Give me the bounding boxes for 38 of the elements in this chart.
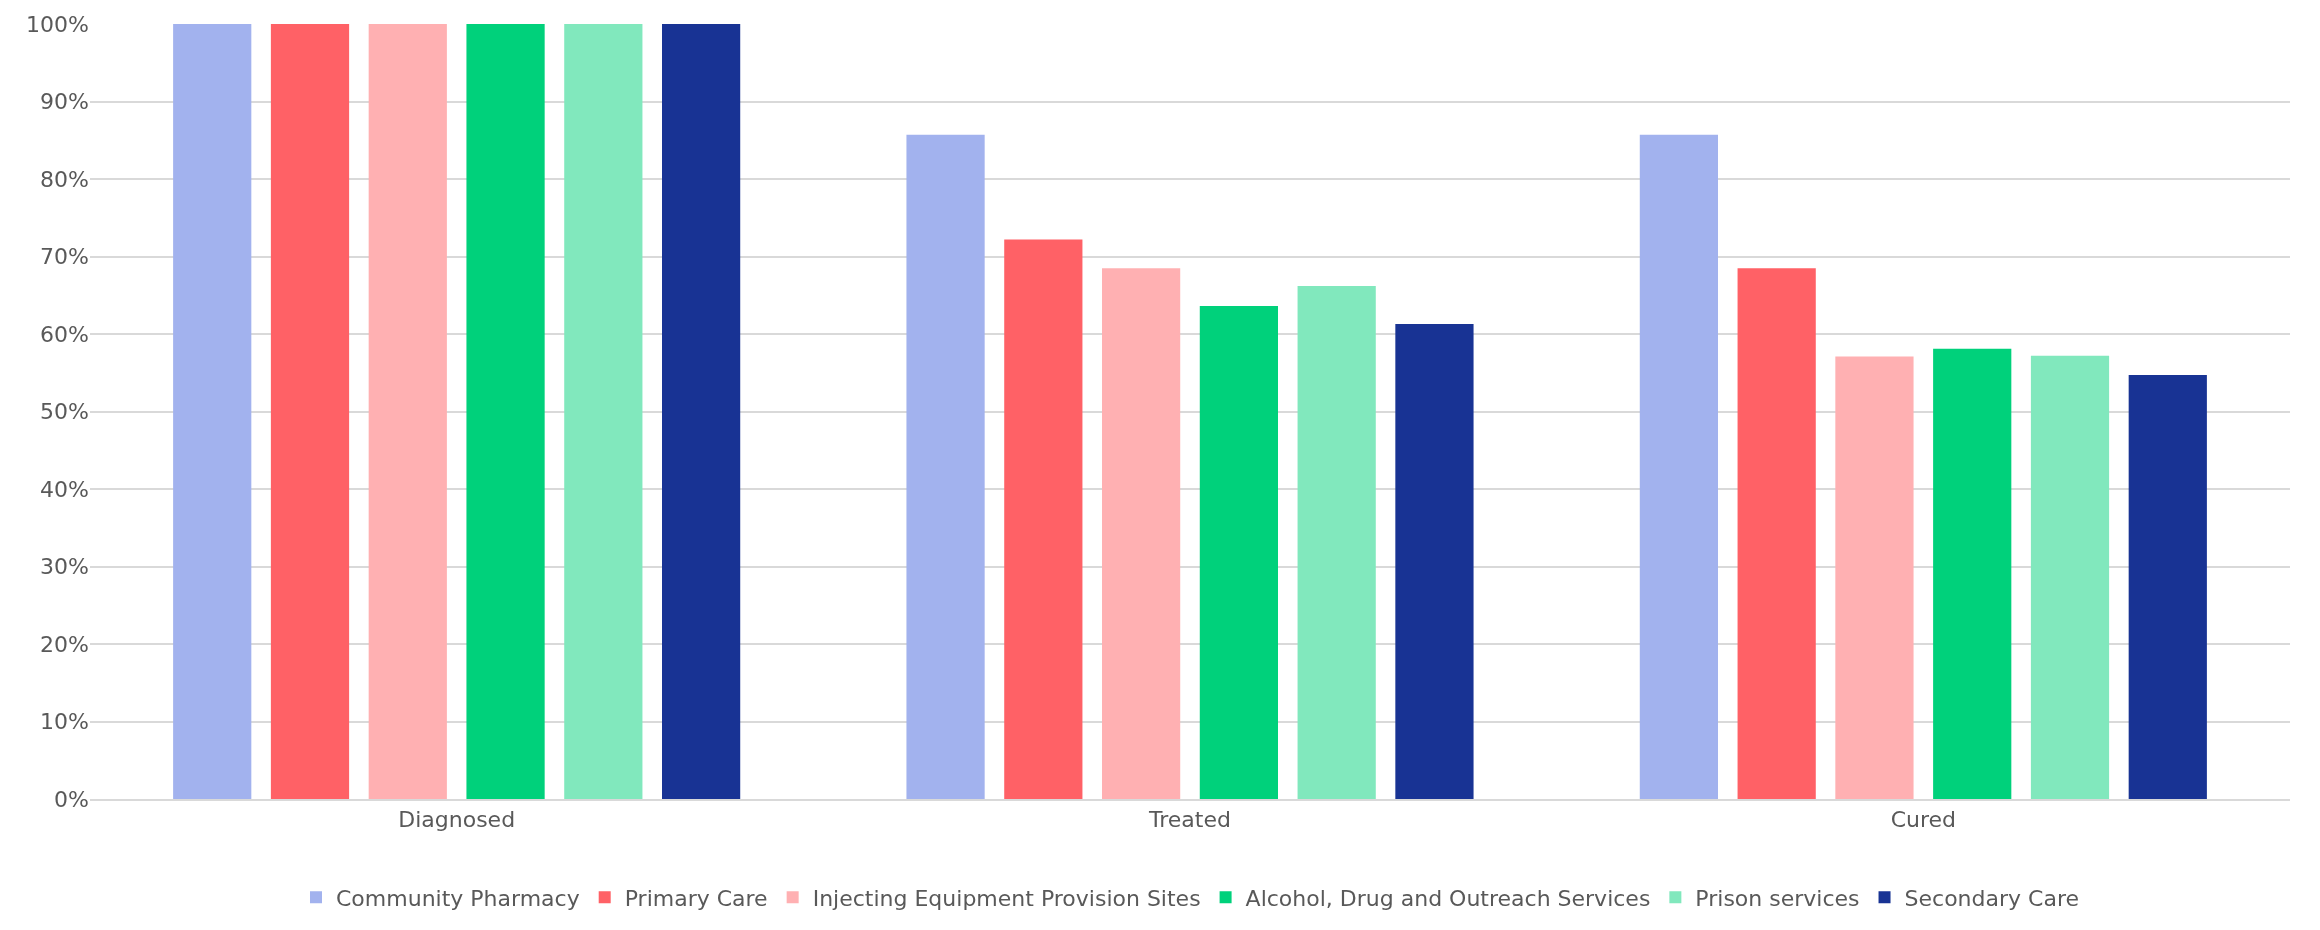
bar xyxy=(564,24,643,799)
bar xyxy=(1639,134,1718,799)
y-tick-label: 90% xyxy=(40,89,89,115)
y-tick-label: 20% xyxy=(40,631,89,657)
x-tick-label: Treated xyxy=(1148,807,1231,833)
bar xyxy=(1395,323,1474,799)
legend-label: Alcohol, Drug and Outreach Services xyxy=(1245,885,1651,911)
bar xyxy=(1004,239,1083,799)
y-tick-label: 10% xyxy=(40,709,89,735)
bar xyxy=(2128,375,2207,799)
legend-label: Prison services xyxy=(1695,885,1860,911)
legend-label: Secondary Care xyxy=(1904,885,2079,911)
bar xyxy=(1933,348,2012,799)
x-tick-label: Cured xyxy=(1890,807,1957,833)
bar xyxy=(1835,356,1914,799)
bar xyxy=(906,134,985,799)
y-tick-label: 70% xyxy=(40,244,89,270)
x-tick-label: Diagnosed xyxy=(398,807,516,833)
y-tick-label: 50% xyxy=(40,399,89,425)
legend-label: Primary Care xyxy=(624,885,768,911)
bar xyxy=(2030,355,2110,799)
y-tick-label: 40% xyxy=(40,476,89,502)
bar xyxy=(1737,268,1816,799)
y-tick-label: 0% xyxy=(54,786,89,812)
y-tick-label: 60% xyxy=(40,321,89,347)
bar xyxy=(270,24,350,799)
legend-label: Injecting Equipment Provision Sites xyxy=(812,885,1201,911)
bar xyxy=(173,24,252,799)
y-tick-label: 80% xyxy=(40,166,89,192)
bar xyxy=(1102,268,1181,799)
y-tick-label: 30% xyxy=(40,554,89,580)
bar xyxy=(1199,306,1278,799)
bar xyxy=(1297,285,1376,799)
bar xyxy=(662,24,741,799)
y-tick-label: 100% xyxy=(26,11,89,37)
bar xyxy=(466,24,545,799)
legend-label: Community Pharmacy xyxy=(336,885,580,911)
bar xyxy=(368,24,447,799)
